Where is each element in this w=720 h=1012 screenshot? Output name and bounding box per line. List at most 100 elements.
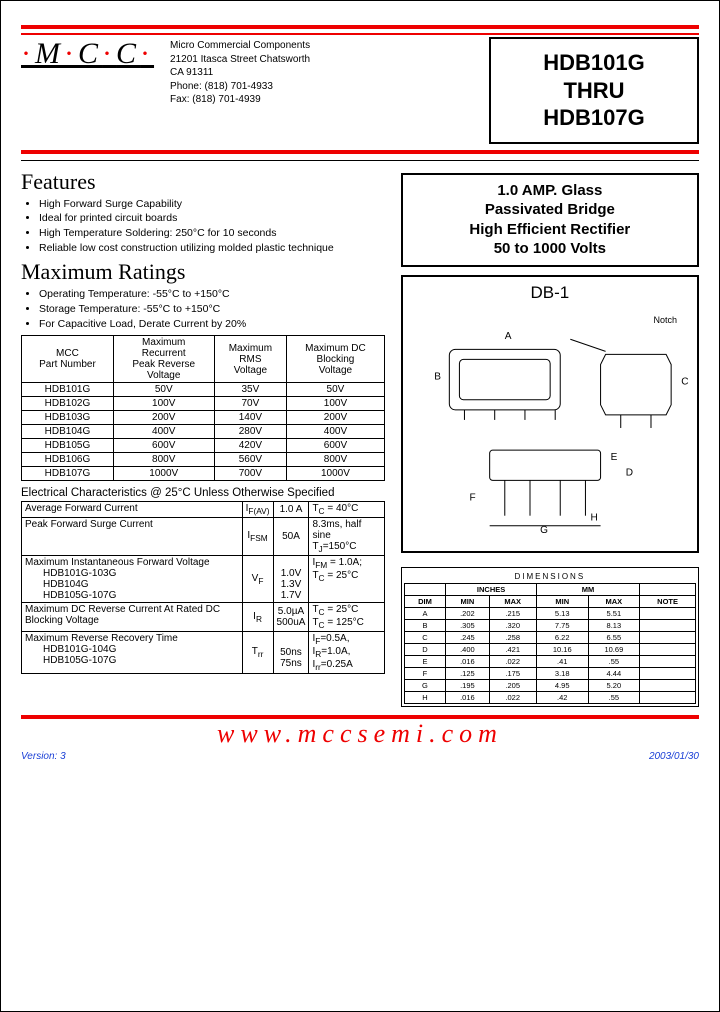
dims-cell: F	[404, 667, 446, 679]
dims-th: MIN	[446, 595, 489, 607]
dims-cell: .42	[536, 691, 588, 703]
ratings-cell: 700V	[214, 467, 287, 481]
dims-cell: 5.51	[588, 607, 640, 619]
ec-cond: 8.3ms, half sineTJ=150°C	[309, 518, 384, 556]
dims-unit	[640, 583, 696, 595]
ratings-row: HDB105G600V420V600V	[22, 439, 385, 453]
ec-value: 50A	[273, 518, 309, 556]
dims-cell: .215	[489, 607, 536, 619]
svg-text:G: G	[540, 524, 548, 535]
ratings-cell: HDB105G	[22, 439, 114, 453]
ratings-row: HDB102G100V70V100V	[22, 397, 385, 411]
ratings-cell: HDB107G	[22, 467, 114, 481]
ratings-header-row: MCCPart NumberMaximumRecurrentPeak Rever…	[22, 336, 385, 383]
dims-th: DIM	[404, 595, 446, 607]
ratings-row: HDB106G800V560V800V	[22, 453, 385, 467]
ratings-cell: 280V	[214, 425, 287, 439]
dims-cell: .202	[446, 607, 489, 619]
right-column: 1.0 AMP. Glass Passivated Bridge High Ef…	[401, 165, 699, 707]
dims-row: A.202.2155.135.51	[404, 607, 695, 619]
ratings-row: HDB107G1000V700V1000V	[22, 467, 385, 481]
dims-cell: .175	[489, 667, 536, 679]
ratings-cell: 200V	[113, 411, 214, 425]
dims-th: NOTE	[640, 595, 696, 607]
ratings-cell: 600V	[287, 439, 384, 453]
dims-cell: .41	[536, 655, 588, 667]
footer-row: Version: 3 2003/01/30	[21, 751, 699, 762]
footer-version: Version: 3	[21, 751, 66, 762]
header: ·M·C·C· Micro Commercial Components 2120…	[21, 37, 699, 144]
dims-cell: B	[404, 619, 446, 631]
part-line2: THRU	[495, 77, 693, 105]
ratings-th: Maximum DCBlockingVoltage	[287, 336, 384, 383]
dims-cell: .305	[446, 619, 489, 631]
ratings-cell: 420V	[214, 439, 287, 453]
ec-cond: IFM = 1.0A;TC = 25°C	[309, 556, 384, 603]
ec-row: Average Forward CurrentIF(AV)1.0 ATC = 4…	[22, 502, 385, 518]
dims-cell: .320	[489, 619, 536, 631]
ratings-note: For Capacitive Load, Derate Current by 2…	[39, 317, 385, 332]
ec-symbol: Trr	[242, 632, 273, 674]
dims-row: F.125.1753.184.44	[404, 667, 695, 679]
dims-cell: .245	[446, 631, 489, 643]
part-box-column: HDB101G THRU HDB107G	[489, 37, 699, 144]
svg-text:H: H	[590, 512, 597, 523]
ec-param: Peak Forward Surge Current	[22, 518, 243, 556]
separator	[21, 160, 699, 161]
ratings-cell: HDB104G	[22, 425, 114, 439]
dims-cell	[640, 643, 696, 655]
ratings-cell: HDB101G	[22, 383, 114, 397]
ec-cond: IF=0.5A, IR=1.0A,Irr=0.25A	[309, 632, 384, 674]
body-columns: Features High Forward Surge CapabilityId…	[21, 165, 699, 707]
dims-cell: .016	[446, 655, 489, 667]
dims-cell: H	[404, 691, 446, 703]
company-fax: Fax: (818) 701-4939	[170, 93, 473, 107]
notch-label: Notch	[653, 315, 677, 325]
desc-line1: 1.0 AMP. Glass	[407, 181, 693, 201]
dims-cell: .258	[489, 631, 536, 643]
dims-cell	[640, 679, 696, 691]
dims-cell: E	[404, 655, 446, 667]
ratings-th: MaximumRecurrentPeak ReverseVoltage	[113, 336, 214, 383]
dims-cell: A	[404, 607, 446, 619]
dims-cell: .55	[588, 691, 640, 703]
dims-cell	[640, 691, 696, 703]
ec-param: Maximum Instantaneous Forward VoltageHDB…	[22, 556, 243, 603]
dimensions-title: DIMENSIONS	[404, 572, 696, 581]
desc-line2: Passivated Bridge	[407, 200, 693, 220]
ratings-row: HDB101G50V35V50V	[22, 383, 385, 397]
dims-cell: 10.69	[588, 643, 640, 655]
ratings-cell: 1000V	[287, 467, 384, 481]
dims-cell: C	[404, 631, 446, 643]
ec-cond: TC = 40°C	[309, 502, 384, 518]
ratings-cell: 35V	[214, 383, 287, 397]
ec-title: Electrical Characteristics @ 25°C Unless…	[21, 487, 385, 499]
dims-cell: 6.55	[588, 631, 640, 643]
svg-text:C: C	[681, 376, 688, 387]
company-addr2: CA 91311	[170, 66, 473, 80]
dims-unit	[404, 583, 446, 595]
dims-cell: .421	[489, 643, 536, 655]
svg-text:D: D	[625, 467, 632, 478]
dims-unit: MM	[536, 583, 639, 595]
company-name: Micro Commercial Components	[170, 39, 473, 53]
rule-mid	[21, 150, 699, 154]
footer-url: www.mccsemi.com	[217, 719, 503, 748]
dimensions-table: INCHESMM DIMMINMAXMINMAXNOTE A.202.2155.…	[404, 583, 696, 704]
ratings-cell: 800V	[113, 453, 214, 467]
dims-cell	[640, 619, 696, 631]
company-phone: Phone: (818) 701-4933	[170, 80, 473, 94]
ratings-cell: 70V	[214, 397, 287, 411]
svg-text:E: E	[610, 452, 617, 463]
dims-row: D.400.42110.1610.69	[404, 643, 695, 655]
footer-url-wrap: www.mccsemi.com	[21, 719, 699, 749]
dims-row: C.245.2586.226.55	[404, 631, 695, 643]
features-title: Features	[21, 169, 385, 195]
company-address: Micro Commercial Components 21201 Itasca…	[170, 37, 473, 144]
company-logo: ·M·C·C·	[21, 37, 154, 71]
dims-row: E.016.022.41.55	[404, 655, 695, 667]
ec-param: Maximum Reverse Recovery TimeHDB101G-104…	[22, 632, 243, 674]
dims-cell: .125	[446, 667, 489, 679]
dims-row: B.305.3207.758.13	[404, 619, 695, 631]
dims-cell: 4.95	[536, 679, 588, 691]
